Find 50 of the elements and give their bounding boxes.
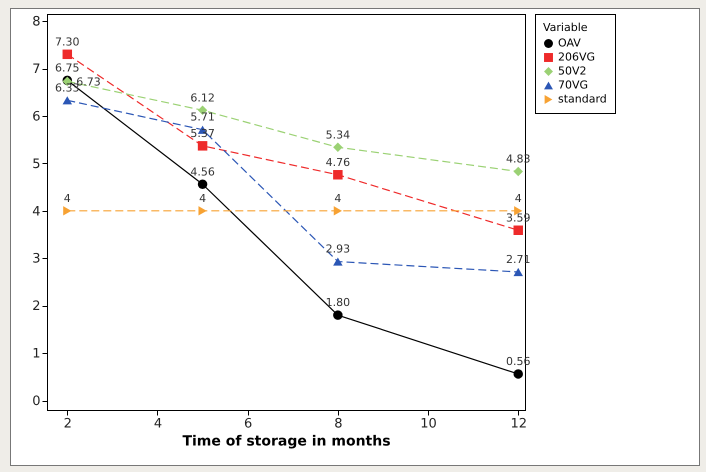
data-label: 6.12	[190, 91, 215, 104]
point	[62, 50, 72, 60]
data-label: 4.56	[190, 165, 215, 178]
y-tick-label: 0	[32, 394, 40, 410]
data-label: 4	[334, 192, 342, 205]
point	[63, 206, 72, 216]
data-label: 4.76	[326, 156, 350, 169]
y-tick-label: 4	[32, 204, 40, 220]
data-label: 7.30	[55, 35, 80, 48]
data-label: 5.71	[190, 110, 215, 124]
point	[333, 257, 343, 266]
x-tick-label: 8	[334, 416, 342, 432]
data-label: 1.80	[326, 296, 350, 310]
x-tick-label: 12	[510, 416, 528, 432]
x-axis-title: Time of storage in months	[182, 434, 391, 450]
data-label: 5.34	[326, 128, 350, 142]
legend-title: Variable	[543, 21, 588, 34]
x-tick-label: 6	[244, 416, 252, 432]
data-label: 2.93	[326, 242, 350, 256]
legend-label: 50V2	[558, 64, 587, 78]
y-tick-label: 1	[32, 346, 40, 362]
data-label: 4	[64, 192, 71, 205]
point	[198, 141, 208, 151]
legend-label: 206VG	[558, 50, 596, 64]
data-label: 4	[199, 192, 206, 205]
y-tick-label: 2	[32, 299, 40, 314]
y-tick-label: 5	[32, 156, 40, 172]
x-tick-label: 10	[420, 416, 437, 432]
legend-label: standard	[558, 92, 607, 106]
point	[334, 206, 342, 216]
x-tick-label: 2	[64, 416, 72, 432]
x-tick-label: 4	[154, 416, 162, 432]
y-tick-label: 6	[32, 109, 40, 124]
legend-label: OAV	[558, 36, 582, 50]
point	[333, 170, 343, 180]
y-tick-label: 3	[32, 252, 40, 267]
y-tick-label: 7	[32, 62, 40, 78]
point	[333, 310, 343, 320]
point	[198, 180, 208, 189]
point	[513, 369, 523, 379]
data-label: 4	[514, 192, 522, 205]
data-label: 6.75	[55, 61, 80, 74]
point	[62, 96, 72, 104]
point	[513, 268, 523, 276]
point	[513, 226, 523, 236]
point	[198, 206, 207, 216]
legend-label: 70VG	[558, 78, 588, 92]
point	[333, 142, 343, 152]
y-tick-label: 8	[32, 14, 40, 30]
point	[513, 166, 523, 176]
